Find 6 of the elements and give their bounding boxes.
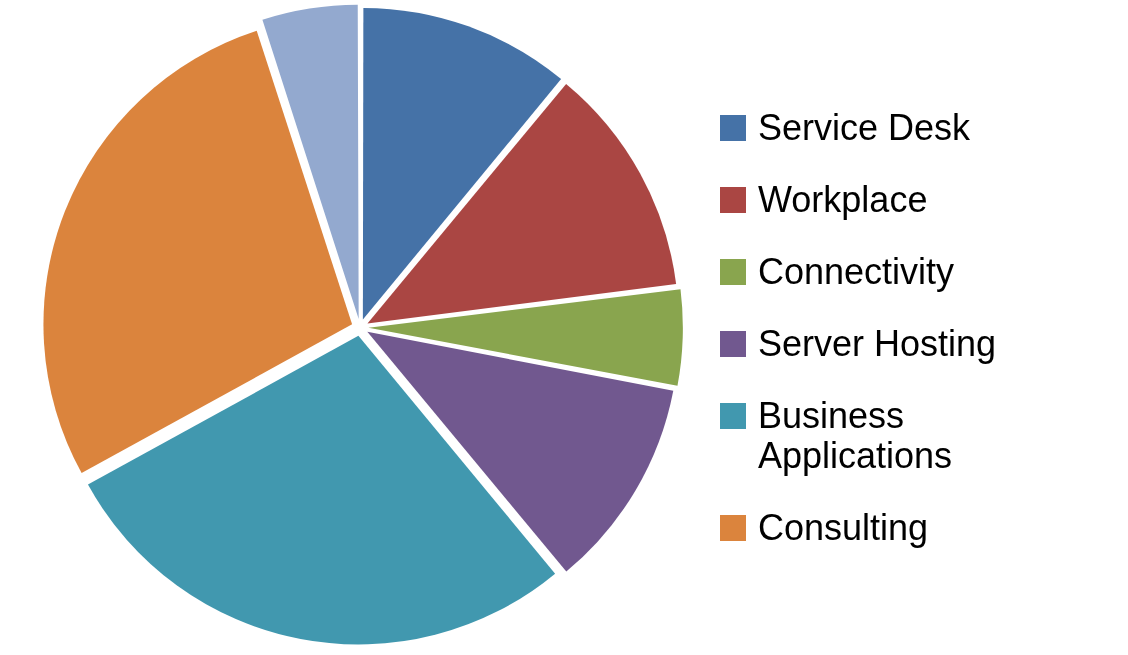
legend-label: Server Hosting <box>758 322 997 364</box>
legend-label: Workplace <box>758 178 928 220</box>
legend-label: Connectivity <box>758 250 955 292</box>
legend-label: Service Desk <box>758 106 971 148</box>
legend-label: Business Applications <box>758 394 954 476</box>
legend-label: Consulting <box>758 506 929 548</box>
